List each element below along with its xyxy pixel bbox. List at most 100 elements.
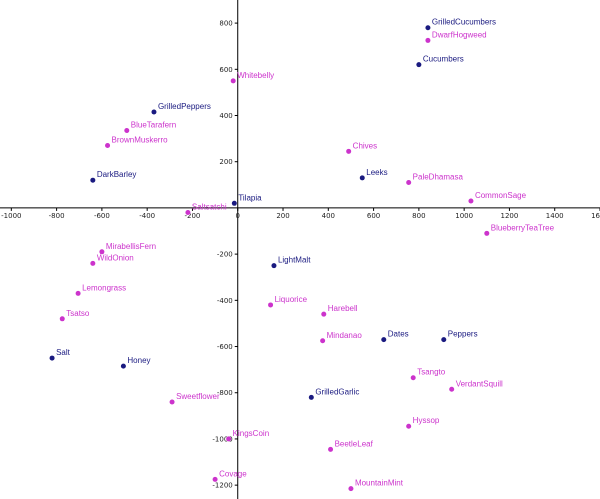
point-label: MirabellisFern — [106, 242, 156, 251]
x-tick-label: -1000 — [1, 212, 21, 220]
data-point: DwarfHogweed — [425, 30, 487, 43]
x-tick-label: -600 — [94, 212, 110, 220]
point-marker — [416, 62, 422, 68]
point-marker — [226, 436, 232, 442]
point-label: Liquorice — [275, 295, 308, 304]
point-marker — [359, 175, 365, 181]
point-label: Mindanao — [327, 331, 363, 340]
data-point: Saltsatchi — [185, 203, 227, 216]
point-label: Sweetflower — [176, 392, 220, 401]
point-label: KingsCoin — [233, 429, 269, 438]
data-point: Hyssop — [406, 416, 440, 429]
data-point: Mindanao — [320, 331, 362, 344]
point-marker — [449, 386, 455, 392]
x-tick-label: 200 — [276, 212, 289, 220]
x-tick-label: 400 — [322, 212, 335, 220]
data-point: Tsangto — [410, 368, 446, 381]
point-marker — [484, 230, 490, 236]
point-marker — [271, 263, 277, 269]
y-tick-label: 400 — [219, 112, 232, 120]
point-label: Salt — [56, 348, 71, 357]
data-point: LightMalt — [271, 256, 311, 269]
point-marker — [59, 316, 65, 322]
point-label: GrilledGarlic — [315, 387, 359, 396]
x-tick-label: 1200 — [501, 212, 519, 220]
data-point: BlueberryTeaTree — [484, 223, 555, 236]
data-point: Liquorice — [268, 295, 308, 308]
point-marker — [406, 423, 412, 429]
data-point: Chives — [346, 141, 377, 154]
point-label: LightMalt — [278, 256, 311, 265]
point-label: Dates — [388, 330, 409, 339]
data-point: Salt — [49, 348, 71, 361]
y-tick-label: 600 — [219, 66, 232, 74]
point-marker — [346, 148, 352, 154]
x-tick-label: -200 — [185, 212, 201, 220]
y-tick-label: 800 — [219, 20, 232, 28]
y-tick-label: -200 — [217, 251, 233, 259]
data-point: MirabellisFern — [99, 242, 156, 255]
x-tick-label: -800 — [49, 212, 65, 220]
data-point: Peppers — [441, 330, 478, 343]
data-point: BlueTarafern — [124, 121, 176, 134]
data-point: Lemongrass — [75, 283, 126, 296]
point-label: Tsatso — [66, 309, 90, 318]
point-label: BeetleLeaf — [335, 439, 374, 448]
y-tick-label: -600 — [217, 343, 233, 351]
data-point: BrownMuskerro — [105, 136, 168, 149]
y-tick-label: -1000 — [212, 435, 232, 443]
point-label: MountainMint — [355, 479, 404, 488]
point-label: Lemongrass — [82, 283, 126, 292]
data-point: GrilledGarlic — [308, 387, 359, 400]
point-marker — [151, 109, 157, 115]
data-point: Tilapia — [231, 193, 262, 206]
point-label: Tsangto — [417, 368, 446, 377]
data-point: GrilledCucumbers — [425, 18, 496, 31]
point-label: DwarfHogweed — [432, 30, 487, 39]
point-label: Hyssop — [413, 416, 440, 425]
point-label: DarkBarley — [97, 170, 137, 179]
point-marker — [441, 337, 447, 343]
point-label: Covage — [219, 469, 247, 478]
point-marker — [231, 200, 237, 206]
point-marker — [468, 198, 474, 204]
point-marker — [169, 399, 175, 405]
data-point: BeetleLeaf — [328, 439, 374, 452]
x-tick-label: 800 — [412, 212, 425, 220]
data-point: Leeks — [359, 168, 388, 181]
data-point: Dates — [381, 330, 409, 343]
x-tick-label: -400 — [139, 212, 155, 220]
point-label: Tilapia — [238, 193, 262, 202]
point-marker — [75, 290, 81, 296]
data-point: Honey — [120, 356, 151, 369]
point-marker — [425, 37, 431, 43]
point-marker — [381, 337, 387, 343]
point-marker — [321, 311, 327, 317]
data-points: GrilledCucumbers DwarfHogweed Cucumbers Whi… — [49, 18, 555, 492]
point-label: GrilledCucumbers — [432, 18, 496, 27]
point-marker — [348, 486, 354, 492]
point-label: GrilledPeppers — [158, 102, 211, 111]
data-point: VerdantSquill — [449, 379, 503, 392]
x-tick-label: 1000 — [455, 212, 473, 220]
data-point: Covage — [212, 469, 247, 482]
point-label: Cucumbers — [423, 55, 464, 64]
y-tick-label: 200 — [219, 158, 232, 166]
point-marker — [105, 143, 111, 149]
point-marker — [99, 249, 105, 255]
point-label: Harebell — [328, 304, 358, 313]
x-tick-label: 0 — [236, 212, 240, 220]
point-label: WildOnion — [97, 253, 134, 262]
data-point: DarkBarley — [90, 170, 136, 183]
data-point: CommonSage — [468, 191, 527, 204]
data-point: GrilledPeppers — [151, 102, 211, 115]
point-label: BlueberryTeaTree — [491, 223, 555, 232]
data-point: Harebell — [321, 304, 358, 317]
data-point: KingsCoin — [226, 429, 269, 442]
point-marker — [308, 394, 314, 400]
point-marker — [320, 338, 326, 344]
point-marker — [410, 375, 416, 381]
point-label: Saltsatchi — [192, 203, 227, 212]
